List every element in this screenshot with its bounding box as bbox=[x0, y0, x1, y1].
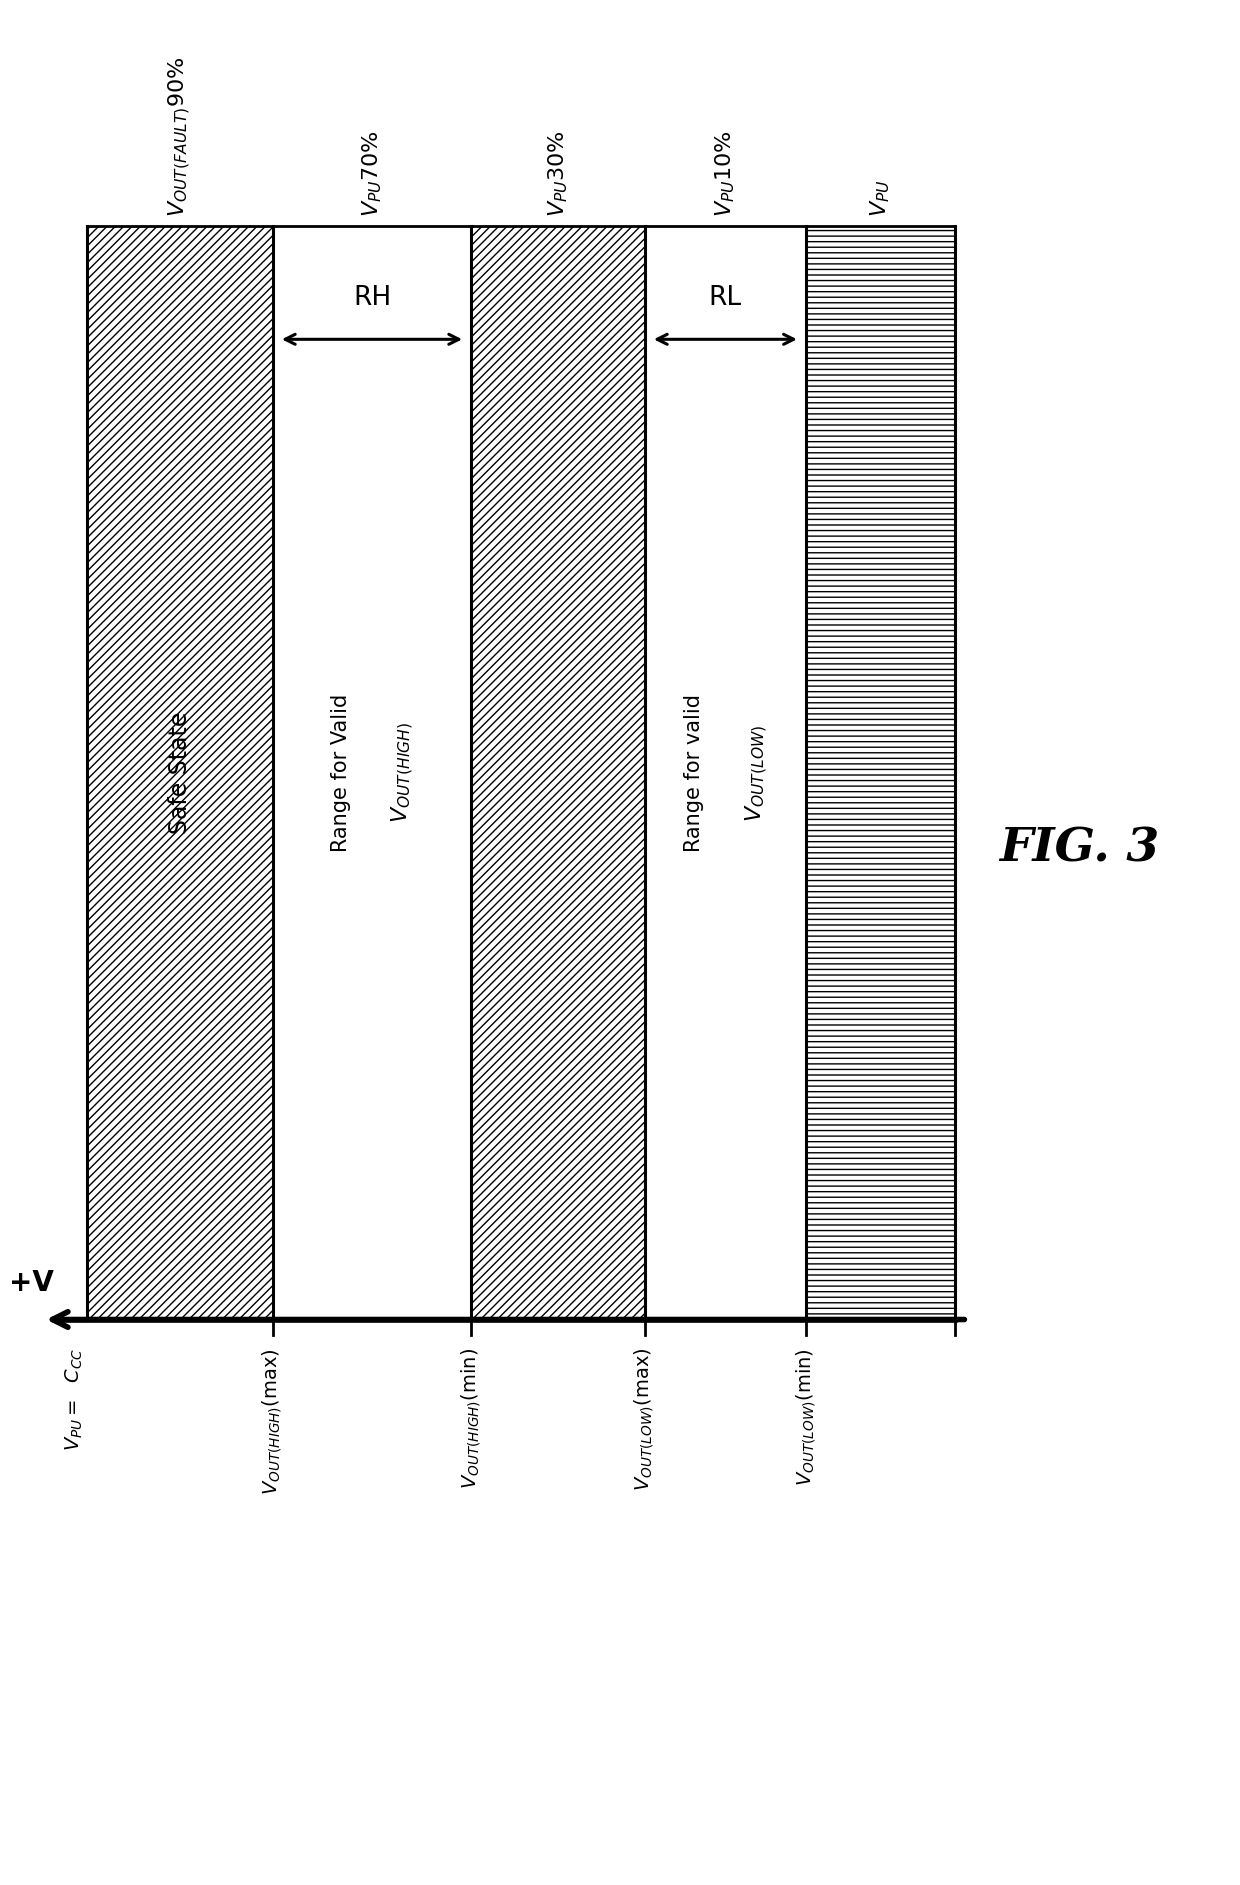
Text: $V_{PU}$30%: $V_{PU}$30% bbox=[546, 130, 570, 217]
Text: $V_{OUT(LOW)}$: $V_{OUT(LOW)}$ bbox=[743, 724, 770, 822]
Bar bbox=[471, 226, 645, 1320]
Text: Range for Valid: Range for Valid bbox=[331, 694, 351, 852]
Text: +V: +V bbox=[9, 1269, 53, 1297]
Text: $V_{PU}$$=$  $C_{CC}$: $V_{PU}$$=$ $C_{CC}$ bbox=[63, 1348, 86, 1451]
Bar bbox=[273, 226, 471, 1320]
Text: $V_{OUT(HIGH)}$(min): $V_{OUT(HIGH)}$(min) bbox=[460, 1348, 482, 1489]
Text: $V_{PU}$70%: $V_{PU}$70% bbox=[360, 130, 384, 217]
Text: $V_{PU}$: $V_{PU}$ bbox=[868, 179, 893, 217]
Text: $V_{OUT(FAULT)}$90%: $V_{OUT(FAULT)}$90% bbox=[166, 57, 193, 217]
Bar bbox=[645, 226, 806, 1320]
Text: $V_{OUT(LOW)}$(max): $V_{OUT(LOW)}$(max) bbox=[634, 1348, 656, 1491]
Text: Range for valid: Range for valid bbox=[684, 694, 704, 852]
Text: FIG. 3: FIG. 3 bbox=[998, 826, 1159, 871]
Text: $V_{OUT(LOW)}$(min): $V_{OUT(LOW)}$(min) bbox=[795, 1348, 817, 1485]
Bar bbox=[87, 226, 273, 1320]
Text: $V_{OUT(HIGH)}$: $V_{OUT(HIGH)}$ bbox=[389, 722, 417, 824]
Text: $V_{OUT(HIGH)}$(max): $V_{OUT(HIGH)}$(max) bbox=[262, 1348, 284, 1495]
Text: $V_{PU}$10%: $V_{PU}$10% bbox=[713, 130, 738, 217]
Text: RL: RL bbox=[709, 285, 742, 311]
Bar bbox=[806, 226, 955, 1320]
Text: Safe State: Safe State bbox=[167, 713, 192, 833]
Text: RH: RH bbox=[353, 285, 391, 311]
